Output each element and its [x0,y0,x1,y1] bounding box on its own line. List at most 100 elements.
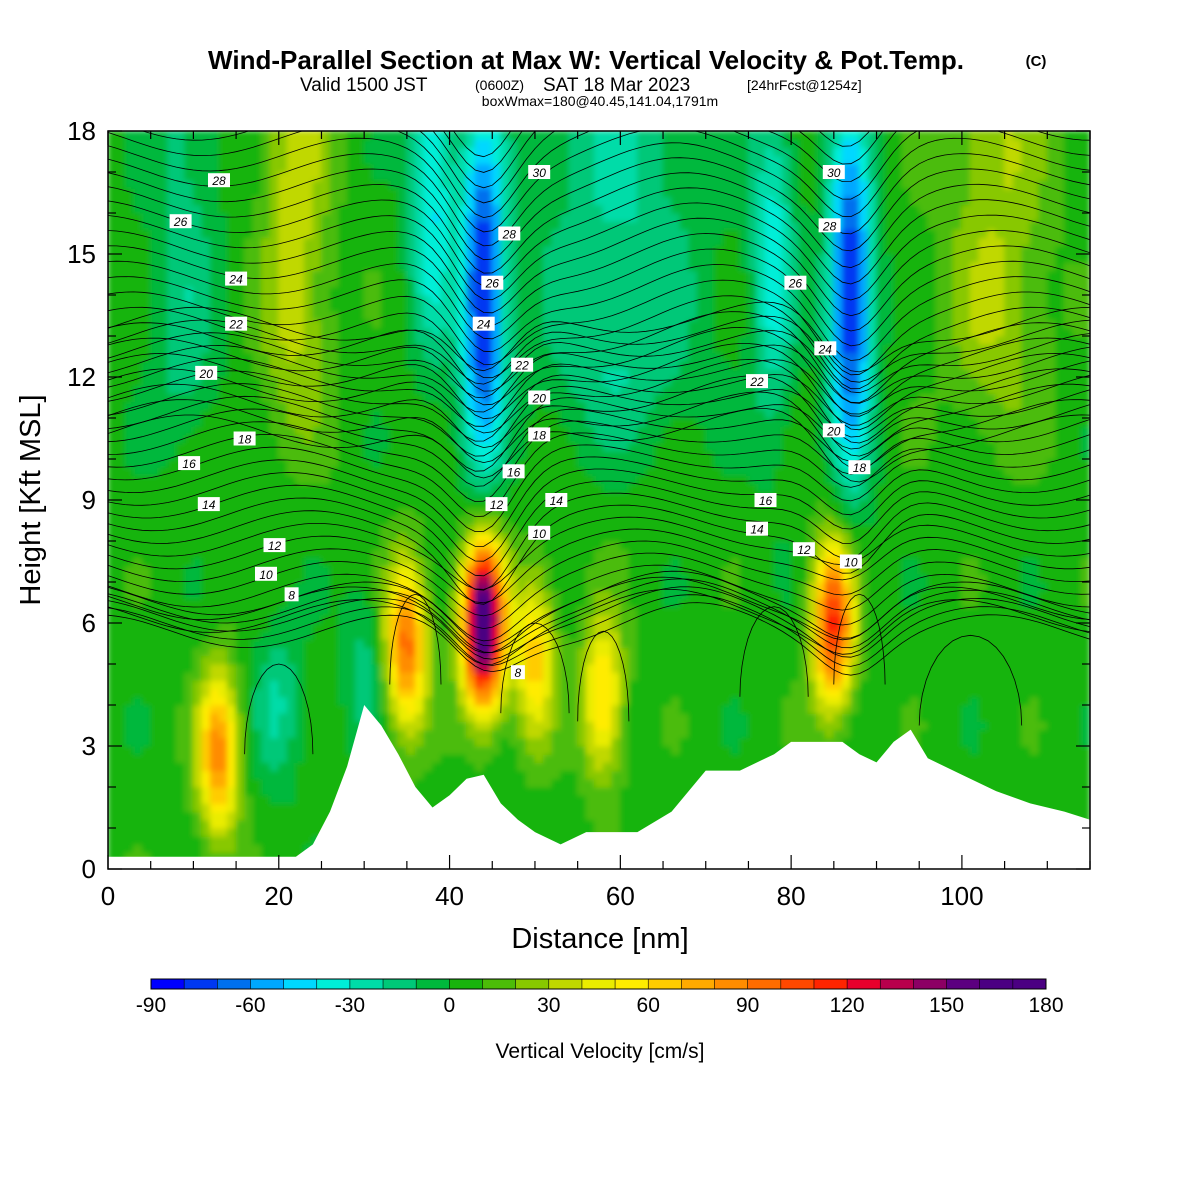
field-cell [303,499,314,509]
field-cell [423,187,433,198]
field-cell [286,425,297,435]
field-cell [551,204,562,214]
field-cell [500,458,510,468]
field-cell [474,212,485,222]
field-cell [346,507,357,517]
field-cell [449,450,459,460]
field-cell [440,179,451,189]
field-cell [286,450,297,460]
field-cell [133,786,143,796]
field-cell [150,630,160,640]
field-cell [551,794,562,804]
field-cell [108,581,118,591]
field-cell [261,524,271,534]
field-cell [116,720,126,731]
field-cell [329,360,340,370]
field-cell [141,589,152,599]
field-cell [329,491,340,501]
field-cell [406,425,416,435]
field-cell [440,360,451,370]
field-cell [278,466,288,476]
field-cell [500,679,510,690]
field-cell [201,228,211,239]
field-cell [338,294,348,304]
field-cell [406,737,416,747]
field-cell [389,360,399,370]
field-cell [124,819,135,829]
field-cell [124,245,135,255]
field-cell [116,729,126,739]
field-cell [372,483,382,493]
field-cell [320,351,331,362]
field-cell [218,548,229,558]
field-cell [500,606,510,616]
field-cell [525,310,536,321]
field-cell [440,671,451,681]
field-cell [397,458,408,468]
field-cell [440,253,451,263]
field-cell [363,286,374,296]
field-cell [525,565,536,575]
field-cell [380,376,391,386]
field-cell [235,638,246,649]
field-cell [320,540,331,550]
field-cell [466,761,476,772]
field-cell [431,499,442,509]
field-cell [261,507,271,517]
field-cell [440,614,451,624]
field-cell [269,802,280,813]
field-cell [320,466,331,476]
field-cell [397,417,408,427]
field-cell [133,491,143,501]
field-cell [269,819,280,829]
field-cell [192,737,203,747]
field-cell [440,417,451,427]
field-cell [551,450,562,460]
field-cell [346,401,357,411]
field-cell [201,811,211,821]
field-cell [372,269,382,280]
field-cell [227,720,237,731]
field-cell [542,253,553,263]
field-cell [466,433,476,444]
field-cell [483,187,493,198]
field-cell [440,597,451,608]
field-cell [252,778,263,788]
field-cell [209,606,220,616]
field-cell [372,131,382,140]
field-cell [150,589,160,599]
field-cell [380,343,391,353]
field-cell [457,138,468,148]
field-cell [508,786,519,796]
field-cell [252,532,263,542]
field-cell [320,745,331,755]
field-cell [449,368,459,378]
field-cell [252,212,263,222]
field-cell [150,843,160,854]
field-cell [483,745,493,755]
field-cell [141,778,152,788]
field-cell [201,220,211,230]
field-cell [568,573,579,583]
field-cell [431,696,442,706]
field-cell [431,237,442,247]
field-cell [551,163,562,173]
field-cell [380,466,391,476]
field-cell [440,606,451,616]
field-cell [423,778,433,788]
field-cell [500,220,510,230]
field-cell [466,163,476,173]
field-cell [474,442,485,452]
field-cell [329,778,340,788]
field-cell [150,729,160,739]
field-cell [577,688,587,698]
field-cell [338,458,348,468]
field-cell [278,351,288,362]
field-cell [295,688,305,698]
field-cell [158,712,169,722]
field-cell [141,524,152,534]
field-cell [372,442,382,452]
field-cell [108,146,118,157]
field-cell [414,433,425,444]
field-cell [201,204,211,214]
